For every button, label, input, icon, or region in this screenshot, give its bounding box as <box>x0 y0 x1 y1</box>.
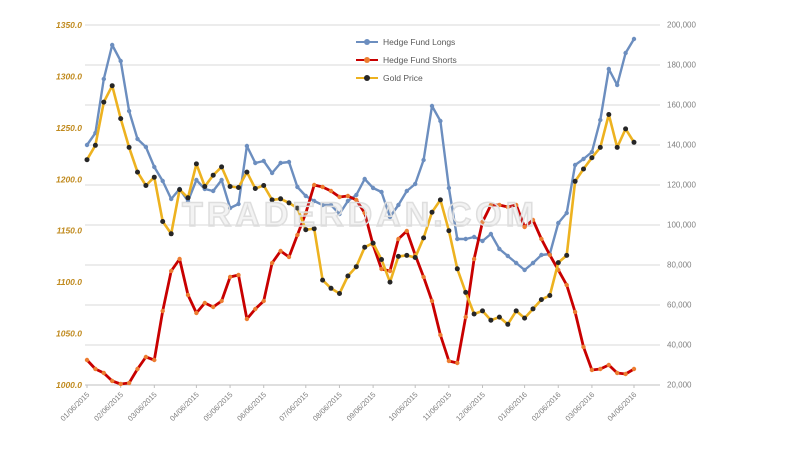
svg-text:09/06/2015: 09/06/2015 <box>345 390 378 423</box>
svg-text:40,000: 40,000 <box>667 341 692 350</box>
chart-legend: Hedge Fund Longs Hedge Fund Shorts Gold … <box>356 36 457 84</box>
svg-text:01/06/2016: 01/06/2016 <box>496 390 529 423</box>
x-axis-labels: 01/06/2015 02/06/2015 03/06/2015 04/06/2015… <box>59 385 639 423</box>
legend-label-shorts: Hedge Fund Shorts <box>383 54 457 65</box>
svg-text:04/06/2016: 04/06/2016 <box>606 390 639 423</box>
legend-item-gold-price: Gold Price <box>356 72 457 84</box>
svg-text:180,000: 180,000 <box>667 61 696 70</box>
gold-line-marker-icon <box>356 74 378 81</box>
shorts-line-marker-icon <box>356 56 378 63</box>
svg-text:05/06/2015: 05/06/2015 <box>202 390 235 423</box>
svg-text:12/06/2015: 12/06/2015 <box>454 390 487 423</box>
svg-text:1350.0: 1350.0 <box>56 20 82 30</box>
svg-text:02/06/2016: 02/06/2016 <box>530 390 563 423</box>
svg-text:03/06/2015: 03/06/2015 <box>126 390 159 423</box>
svg-text:04/06/2015: 04/06/2015 <box>168 390 201 423</box>
hedge-fund-shorts-markers <box>84 182 637 387</box>
svg-text:100,000: 100,000 <box>667 221 696 230</box>
svg-text:160,000: 160,000 <box>667 101 696 110</box>
svg-text:1250.0: 1250.0 <box>56 123 82 133</box>
svg-text:07/06/2015: 07/06/2015 <box>277 390 310 423</box>
gold-price-markers <box>84 83 637 327</box>
svg-text:200,000: 200,000 <box>667 21 696 30</box>
svg-text:11/06/2015: 11/06/2015 <box>421 390 454 423</box>
svg-text:1000.0: 1000.0 <box>56 380 82 390</box>
svg-text:80,000: 80,000 <box>667 261 692 270</box>
left-axis-labels: 1350.0 1300.0 1250.0 1200.0 1150.0 1100.0 1050… <box>56 20 82 390</box>
legend-label-longs: Hedge Fund Longs <box>383 36 456 47</box>
svg-text:20,000: 20,000 <box>667 381 692 390</box>
svg-text:1300.0: 1300.0 <box>56 71 82 81</box>
svg-text:140,000: 140,000 <box>667 141 696 150</box>
svg-text:01/06/2015: 01/06/2015 <box>59 390 92 423</box>
svg-text:10/06/2015: 10/06/2015 <box>387 390 420 423</box>
longs-line-marker-icon <box>356 38 378 45</box>
svg-text:06/06/2015: 06/06/2015 <box>235 390 268 423</box>
hedge-fund-shorts-line <box>85 183 636 386</box>
legend-label-gold: Gold Price <box>383 72 423 83</box>
legend-item-hedge-fund-longs: Hedge Fund Longs <box>356 36 457 48</box>
svg-text:02/06/2015: 02/06/2015 <box>92 390 125 423</box>
svg-text:1100.0: 1100.0 <box>57 277 83 287</box>
svg-text:03/06/2016: 03/06/2016 <box>563 390 596 423</box>
svg-text:60,000: 60,000 <box>667 301 692 310</box>
svg-text:1200.0: 1200.0 <box>56 174 82 184</box>
legend-item-hedge-fund-shorts: Hedge Fund Shorts <box>356 54 457 66</box>
svg-text:1150.0: 1150.0 <box>57 226 83 236</box>
svg-text:120,000: 120,000 <box>667 181 696 190</box>
svg-text:08/06/2015: 08/06/2015 <box>311 390 344 423</box>
hedge-fund-longs-markers <box>84 36 637 273</box>
right-axis-labels: 200,000 180,000 160,000 140,000 120,000 100,0… <box>667 21 696 390</box>
svg-text:1050.0: 1050.0 <box>56 329 82 339</box>
